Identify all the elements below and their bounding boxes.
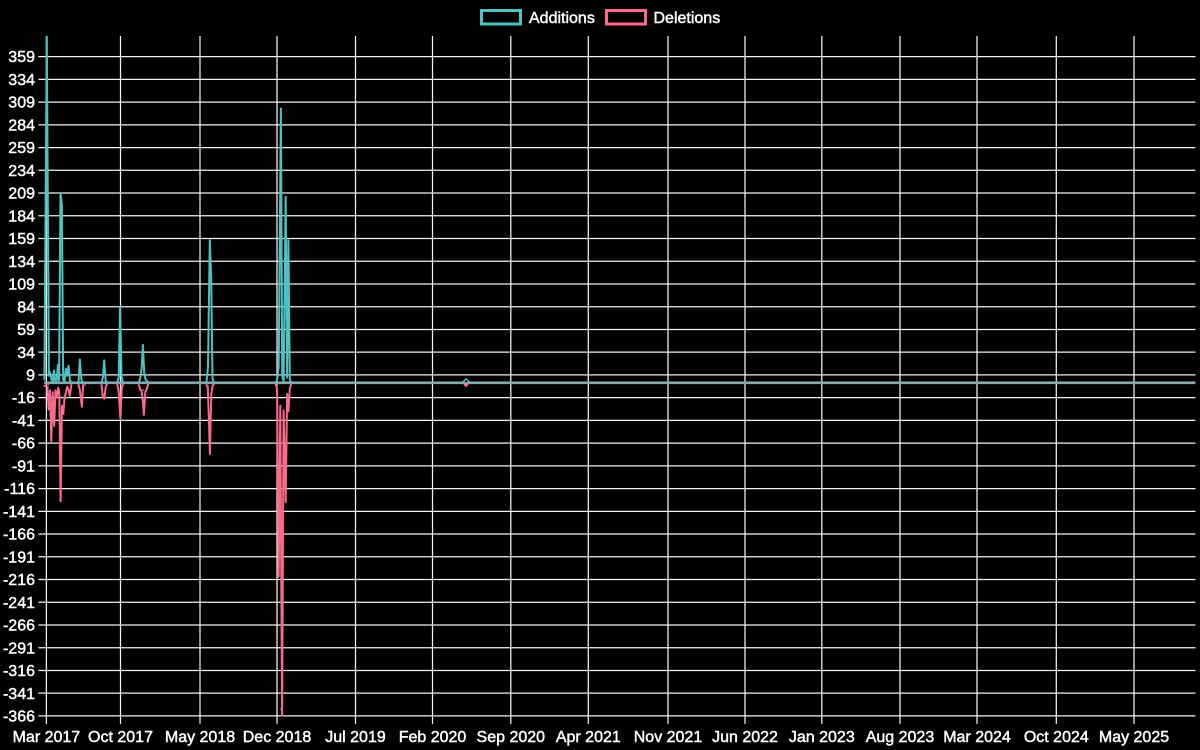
svg-text:Feb 2020: Feb 2020 xyxy=(399,729,467,746)
svg-text:Additions: Additions xyxy=(529,10,595,27)
svg-text:Jan 2023: Jan 2023 xyxy=(789,729,855,746)
svg-text:Dec 2018: Dec 2018 xyxy=(243,729,312,746)
svg-text:-91: -91 xyxy=(12,458,35,475)
svg-text:9: 9 xyxy=(26,368,35,385)
svg-text:Jun 2022: Jun 2022 xyxy=(712,729,778,746)
svg-text:-41: -41 xyxy=(12,413,35,430)
svg-text:May 2018: May 2018 xyxy=(165,729,235,746)
svg-text:Jul 2019: Jul 2019 xyxy=(325,729,386,746)
svg-text:184: 184 xyxy=(8,208,35,225)
svg-text:234: 234 xyxy=(8,163,35,180)
svg-text:-166: -166 xyxy=(3,527,35,544)
svg-text:134: 134 xyxy=(8,254,35,271)
svg-text:Apr 2021: Apr 2021 xyxy=(556,729,621,746)
svg-text:34: 34 xyxy=(17,345,35,362)
svg-text:-16: -16 xyxy=(12,390,35,407)
svg-text:-266: -266 xyxy=(3,618,35,635)
svg-text:Mar 2017: Mar 2017 xyxy=(13,729,81,746)
svg-text:Deletions: Deletions xyxy=(654,10,721,27)
svg-text:84: 84 xyxy=(17,299,35,316)
svg-text:-241: -241 xyxy=(3,595,35,612)
svg-text:Aug 2023: Aug 2023 xyxy=(866,729,935,746)
svg-text:-191: -191 xyxy=(3,549,35,566)
svg-text:Sep 2020: Sep 2020 xyxy=(477,729,546,746)
svg-text:May 2025: May 2025 xyxy=(1099,729,1169,746)
svg-text:-341: -341 xyxy=(3,686,35,703)
svg-text:Oct 2017: Oct 2017 xyxy=(88,729,153,746)
svg-text:359: 359 xyxy=(8,49,35,66)
svg-text:309: 309 xyxy=(8,95,35,112)
svg-text:Nov 2021: Nov 2021 xyxy=(634,729,703,746)
svg-text:Oct 2024: Oct 2024 xyxy=(1024,729,1089,746)
svg-text:-291: -291 xyxy=(3,640,35,657)
svg-text:334: 334 xyxy=(8,72,35,89)
svg-text:-366: -366 xyxy=(3,709,35,726)
svg-text:284: 284 xyxy=(8,117,35,134)
svg-text:259: 259 xyxy=(8,140,35,157)
svg-text:-116: -116 xyxy=(4,481,35,498)
svg-text:-141: -141 xyxy=(3,504,35,521)
svg-text:-216: -216 xyxy=(3,572,35,589)
svg-text:209: 209 xyxy=(8,186,35,203)
svg-text:-66: -66 xyxy=(12,436,35,453)
svg-text:-316: -316 xyxy=(3,663,35,680)
svg-text:159: 159 xyxy=(8,231,35,248)
svg-text:109: 109 xyxy=(8,277,35,294)
svg-text:59: 59 xyxy=(17,322,35,339)
svg-text:Mar 2024: Mar 2024 xyxy=(943,729,1011,746)
